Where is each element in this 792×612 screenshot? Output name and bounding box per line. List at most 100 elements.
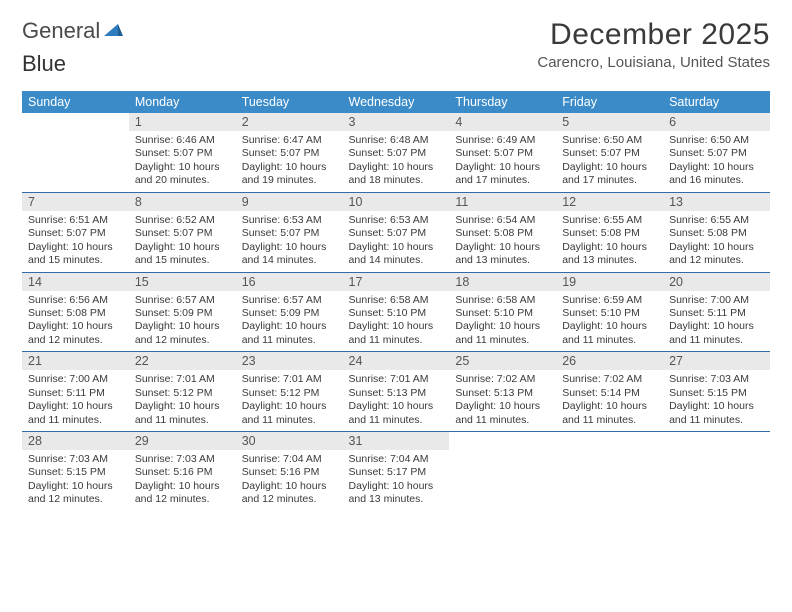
brand-part1: General: [22, 18, 100, 44]
day-body-cell: Sunrise: 7:01 AMSunset: 5:12 PMDaylight:…: [236, 370, 343, 431]
day-number-cell: 15: [129, 273, 236, 291]
day-body-cell: Sunrise: 6:59 AMSunset: 5:10 PMDaylight:…: [556, 291, 663, 352]
daylight-line: Daylight: 10 hours and 11 minutes.: [349, 400, 444, 427]
daylight-line: Daylight: 10 hours and 13 minutes.: [349, 480, 444, 507]
calendar-body: 123456Sunrise: 6:46 AMSunset: 5:07 PMDay…: [22, 113, 770, 511]
daylight-line: Daylight: 10 hours and 11 minutes.: [28, 400, 123, 427]
brand-part2: Blue: [22, 51, 66, 76]
day-number-cell: 28: [22, 432, 129, 450]
sunrise-line: Sunrise: 6:53 AM: [242, 214, 337, 227]
sunset-line: Sunset: 5:07 PM: [349, 227, 444, 240]
day-details: Sunrise: 6:46 AMSunset: 5:07 PMDaylight:…: [129, 131, 236, 192]
day-number: 16: [236, 273, 343, 291]
daylight-line: Daylight: 10 hours and 12 minutes.: [28, 480, 123, 507]
day-number-cell: 29: [129, 432, 236, 450]
sunrise-line: Sunrise: 7:03 AM: [669, 373, 764, 386]
day-number-cell: 17: [343, 273, 450, 291]
day-details: Sunrise: 7:00 AMSunset: 5:11 PMDaylight:…: [22, 370, 129, 431]
day-number-cell: 18: [449, 273, 556, 291]
daylight-line: Daylight: 10 hours and 16 minutes.: [669, 161, 764, 188]
day-body-row: Sunrise: 7:00 AMSunset: 5:11 PMDaylight:…: [22, 370, 770, 431]
day-number-row: 28293031: [22, 432, 770, 450]
day-details: Sunrise: 6:52 AMSunset: 5:07 PMDaylight:…: [129, 211, 236, 272]
daylight-line: Daylight: 10 hours and 13 minutes.: [562, 241, 657, 268]
day-number-cell: 2: [236, 113, 343, 131]
day-details: Sunrise: 6:53 AMSunset: 5:07 PMDaylight:…: [236, 211, 343, 272]
daylight-line: Daylight: 10 hours and 12 minutes.: [135, 480, 230, 507]
day-number: 17: [343, 273, 450, 291]
day-number-cell: [663, 432, 770, 450]
day-body-row: Sunrise: 6:56 AMSunset: 5:08 PMDaylight:…: [22, 291, 770, 352]
day-body-cell: Sunrise: 7:00 AMSunset: 5:11 PMDaylight:…: [663, 291, 770, 352]
day-number-cell: [22, 113, 129, 131]
sunrise-line: Sunrise: 7:04 AM: [242, 453, 337, 466]
sunrise-line: Sunrise: 7:02 AM: [455, 373, 550, 386]
day-number: 15: [129, 273, 236, 291]
day-body-row: Sunrise: 7:03 AMSunset: 5:15 PMDaylight:…: [22, 450, 770, 511]
sunrise-line: Sunrise: 7:00 AM: [669, 294, 764, 307]
day-number-cell: 25: [449, 352, 556, 370]
daylight-line: Daylight: 10 hours and 12 minutes.: [669, 241, 764, 268]
daylight-line: Daylight: 10 hours and 17 minutes.: [562, 161, 657, 188]
sunset-line: Sunset: 5:15 PM: [28, 466, 123, 479]
day-details: Sunrise: 7:02 AMSunset: 5:13 PMDaylight:…: [449, 370, 556, 431]
daylight-line: Daylight: 10 hours and 11 minutes.: [455, 320, 550, 347]
day-body-cell: Sunrise: 6:46 AMSunset: 5:07 PMDaylight:…: [129, 131, 236, 192]
sunset-line: Sunset: 5:07 PM: [349, 147, 444, 160]
sunset-line: Sunset: 5:13 PM: [349, 387, 444, 400]
sunrise-line: Sunrise: 6:56 AM: [28, 294, 123, 307]
daylight-line: Daylight: 10 hours and 19 minutes.: [242, 161, 337, 188]
day-details: Sunrise: 6:55 AMSunset: 5:08 PMDaylight:…: [663, 211, 770, 272]
day-body-cell: Sunrise: 6:55 AMSunset: 5:08 PMDaylight:…: [663, 211, 770, 272]
page-title: December 2025: [537, 18, 770, 52]
day-number: 31: [343, 432, 450, 450]
daylight-line: Daylight: 10 hours and 14 minutes.: [242, 241, 337, 268]
daylight-line: Daylight: 10 hours and 14 minutes.: [349, 241, 444, 268]
daylight-line: Daylight: 10 hours and 18 minutes.: [349, 161, 444, 188]
day-header: Wednesday: [343, 91, 450, 113]
day-details: Sunrise: 7:00 AMSunset: 5:11 PMDaylight:…: [663, 291, 770, 352]
day-number-cell: [449, 432, 556, 450]
day-number: 3: [343, 113, 450, 131]
day-body-cell: Sunrise: 6:55 AMSunset: 5:08 PMDaylight:…: [556, 211, 663, 272]
day-number: 26: [556, 352, 663, 370]
day-body-cell: Sunrise: 6:47 AMSunset: 5:07 PMDaylight:…: [236, 131, 343, 192]
location-subtitle: Carencro, Louisiana, United States: [537, 54, 770, 71]
day-details: Sunrise: 6:58 AMSunset: 5:10 PMDaylight:…: [343, 291, 450, 352]
sunset-line: Sunset: 5:08 PM: [562, 227, 657, 240]
day-header: Friday: [556, 91, 663, 113]
daylight-line: Daylight: 10 hours and 11 minutes.: [455, 400, 550, 427]
sunrise-line: Sunrise: 7:00 AM: [28, 373, 123, 386]
day-body-cell: [22, 131, 129, 192]
day-number-cell: 14: [22, 273, 129, 291]
day-details: Sunrise: 7:04 AMSunset: 5:17 PMDaylight:…: [343, 450, 450, 511]
sunset-line: Sunset: 5:07 PM: [562, 147, 657, 160]
sunrise-line: Sunrise: 6:50 AM: [669, 134, 764, 147]
day-number-cell: 20: [663, 273, 770, 291]
day-number-cell: 23: [236, 352, 343, 370]
day-number: 20: [663, 273, 770, 291]
title-block: December 2025 Carencro, Louisiana, Unite…: [537, 18, 770, 71]
day-number: 10: [343, 193, 450, 211]
sunset-line: Sunset: 5:12 PM: [135, 387, 230, 400]
sunrise-line: Sunrise: 6:50 AM: [562, 134, 657, 147]
daylight-line: Daylight: 10 hours and 15 minutes.: [28, 241, 123, 268]
sunrise-line: Sunrise: 6:57 AM: [135, 294, 230, 307]
sunset-line: Sunset: 5:14 PM: [562, 387, 657, 400]
sunset-line: Sunset: 5:10 PM: [562, 307, 657, 320]
day-number: 7: [22, 193, 129, 211]
sunrise-line: Sunrise: 6:54 AM: [455, 214, 550, 227]
sunrise-line: Sunrise: 7:04 AM: [349, 453, 444, 466]
day-number: 9: [236, 193, 343, 211]
day-number: 19: [556, 273, 663, 291]
day-details: Sunrise: 7:04 AMSunset: 5:16 PMDaylight:…: [236, 450, 343, 511]
day-number-cell: 30: [236, 432, 343, 450]
sunset-line: Sunset: 5:07 PM: [135, 227, 230, 240]
calendar-table: Sunday Monday Tuesday Wednesday Thursday…: [22, 91, 770, 511]
day-number-cell: 12: [556, 193, 663, 211]
day-body-cell: Sunrise: 6:50 AMSunset: 5:07 PMDaylight:…: [556, 131, 663, 192]
day-body-cell: Sunrise: 7:04 AMSunset: 5:17 PMDaylight:…: [343, 450, 450, 511]
day-number: 21: [22, 352, 129, 370]
day-details: Sunrise: 6:58 AMSunset: 5:10 PMDaylight:…: [449, 291, 556, 352]
sunrise-line: Sunrise: 7:01 AM: [349, 373, 444, 386]
